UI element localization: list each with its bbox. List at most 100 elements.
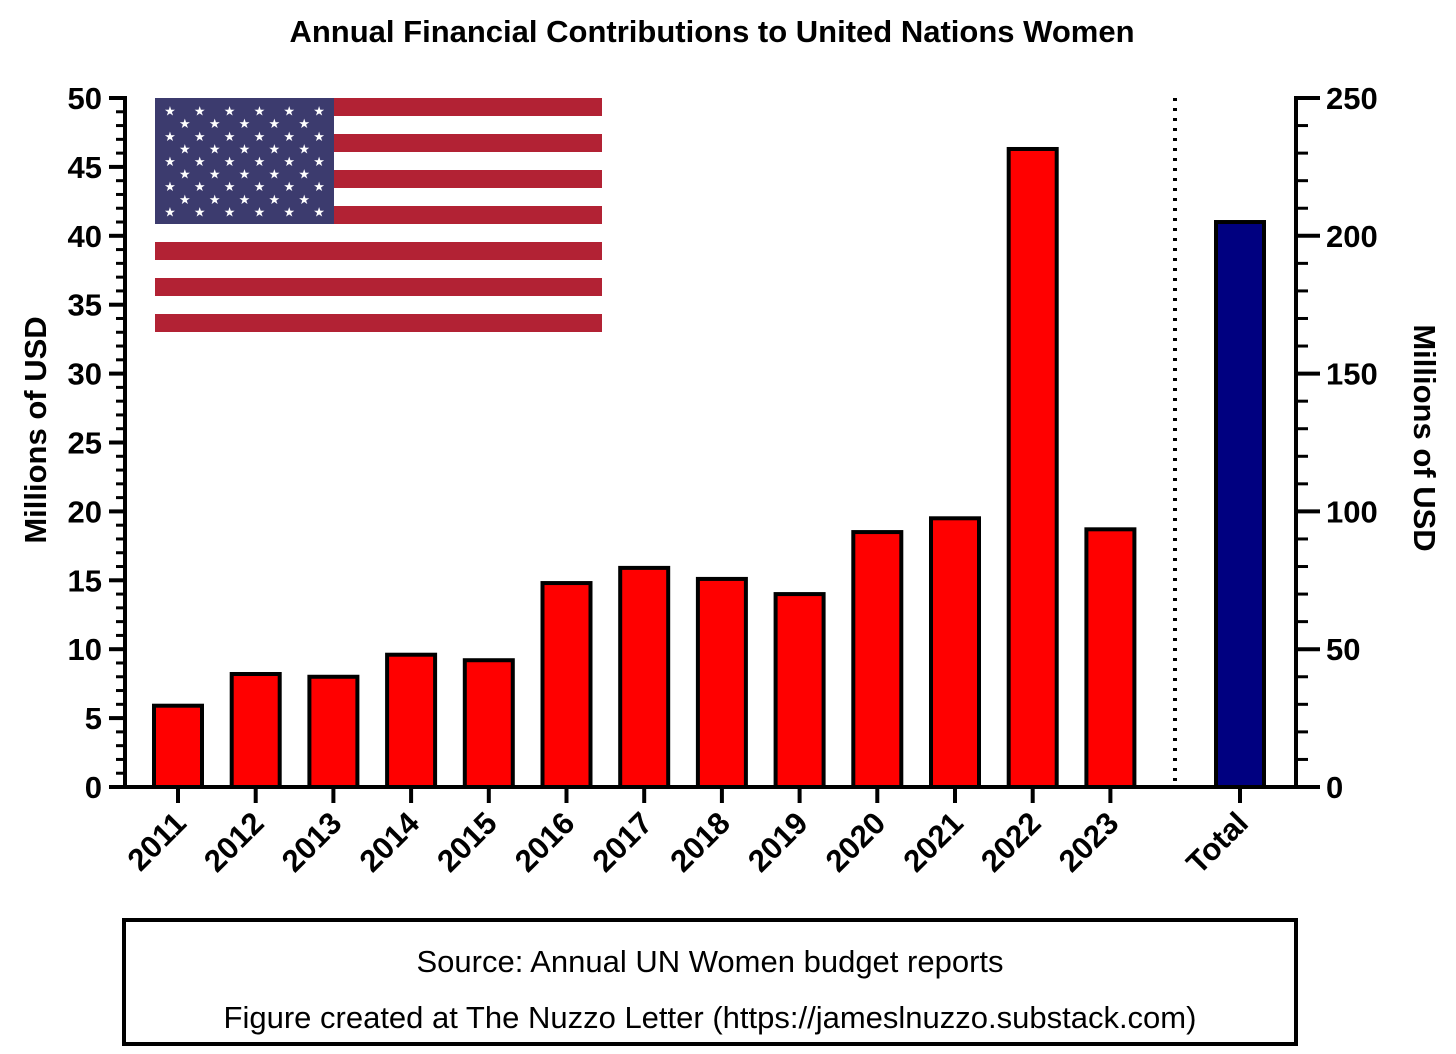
flag-canton	[155, 98, 334, 224]
left-tick-label: 0	[85, 770, 102, 805]
left-tick-label: 30	[68, 357, 102, 392]
x-tick-label: 2016	[508, 805, 582, 879]
x-tick-label: 2023	[1052, 805, 1126, 879]
flag-star-icon: ★	[313, 105, 325, 120]
flag-star-icon: ★	[209, 168, 221, 183]
flag-star-icon: ★	[179, 142, 191, 157]
left-tick-label: 5	[85, 701, 102, 736]
x-tick-label: 2018	[663, 805, 737, 879]
source-text: Source: Annual UN Women budget reports	[416, 944, 1004, 979]
x-tick-label: 2013	[275, 805, 349, 879]
bar-2017	[618, 565, 671, 790]
x-tick-label: 2011	[121, 805, 193, 877]
credit-text: Figure created at The Nuzzo Letter (http…	[223, 1000, 1197, 1035]
bar-2018	[695, 576, 748, 789]
flag-star-icon: ★	[254, 205, 266, 220]
flag-star-icon: ★	[179, 117, 191, 132]
left-tick-label: 35	[68, 288, 102, 323]
flag-star-icon: ★	[239, 117, 251, 132]
flag-star-icon: ★	[239, 142, 251, 157]
flag-star-icon: ★	[194, 180, 206, 195]
bar-2021	[929, 516, 981, 789]
flag-star-icon: ★	[194, 205, 206, 220]
flag-star-icon: ★	[313, 205, 325, 220]
flag-star-icon: ★	[283, 205, 295, 220]
right-axis-label: Millions of USD	[1407, 324, 1442, 551]
left-tick-label: 10	[68, 632, 102, 667]
flag-star-icon: ★	[254, 180, 266, 195]
left-tick-label: 45	[68, 150, 102, 185]
flag-star-icon: ★	[224, 155, 236, 170]
flag-star-icon: ★	[164, 180, 176, 195]
bar-2016	[540, 581, 593, 790]
flag-star-icon: ★	[283, 130, 295, 145]
bar-2012	[229, 672, 282, 790]
bars-layer	[152, 146, 1266, 790]
flag-star-icon: ★	[283, 105, 295, 120]
chart-plot-area: ★ ★ ★ ★ ★ ★★ ★ ★ ★ ★★ ★ ★ ★ ★ ★★ ★ ★ ★ ★★ ★ ★ ★ ★ ★★ ★ ★ ★ ★★ ★ ★ ★ ★ ★★…	[18, 81, 1442, 881]
flag-star-icon: ★	[298, 193, 310, 208]
bar-2014	[385, 652, 438, 789]
flag-stripe	[155, 278, 602, 296]
flag-star-icon: ★	[283, 155, 295, 170]
flag-star-icon: ★	[224, 205, 236, 220]
flag-star-icon: ★	[224, 130, 236, 145]
bar-2023	[1084, 527, 1137, 790]
flag-star-icon: ★	[239, 193, 251, 208]
x-tick-label: 2014	[353, 805, 427, 879]
flag-star-icon: ★	[164, 205, 176, 220]
flag-star-icon: ★	[298, 142, 310, 157]
flag-star-icon: ★	[209, 142, 221, 157]
flag-star-icon: ★	[194, 130, 206, 145]
chart-title: Annual Financial Contributions to United…	[289, 14, 1135, 49]
flag-star-icon: ★	[269, 168, 281, 183]
left-tick-label: 40	[68, 219, 102, 254]
flag-star-icon: ★	[239, 168, 251, 183]
right-tick-label: 50	[1326, 632, 1360, 667]
flag-star-icon: ★	[209, 117, 221, 132]
bar-2019	[773, 592, 826, 790]
x-tick-label: 2015	[430, 805, 504, 879]
bar-2013	[307, 674, 360, 790]
flag-star-icon: ★	[298, 117, 310, 132]
left-tick-label: 25	[68, 426, 102, 461]
x-tick-label: 2019	[741, 805, 815, 879]
source-box: Source: Annual UN Women budget reports F…	[122, 918, 1298, 1046]
right-tick-label: 150	[1326, 357, 1378, 392]
x-tick-label: Total	[1179, 805, 1254, 880]
x-tick-label: 2020	[819, 805, 893, 879]
x-tick-label: 2021	[896, 805, 970, 879]
flag-star-icon: ★	[194, 155, 206, 170]
right-tick-label: 100	[1326, 494, 1378, 529]
right-tick-label: 200	[1326, 219, 1378, 254]
bar-2011	[152, 703, 204, 789]
flag-star-icon: ★	[269, 117, 281, 132]
flag-stripe	[155, 314, 602, 332]
x-tick-label: 2022	[974, 805, 1048, 879]
flag-star-icon: ★	[313, 180, 325, 195]
flag-star-icon: ★	[179, 168, 191, 183]
right-tick-label: 250	[1326, 81, 1378, 116]
flag-star-icon: ★	[254, 155, 266, 170]
flag-star-icon: ★	[209, 193, 221, 208]
flag-star-icon: ★	[298, 168, 310, 183]
us-flag-image: ★ ★ ★ ★ ★ ★★ ★ ★ ★ ★★ ★ ★ ★ ★ ★★ ★ ★ ★ ★★ ★ ★ ★ ★ ★★ ★ ★ ★ ★★ ★ ★ ★ ★ ★★…	[155, 98, 602, 332]
bar-2020	[851, 530, 904, 789]
flag-star-icon: ★	[254, 105, 266, 120]
left-axis-label: Millions of USD	[18, 316, 53, 543]
flag-star-icon: ★	[164, 130, 176, 145]
flag-star-icon: ★	[313, 130, 325, 145]
flag-star-icon: ★	[194, 105, 206, 120]
left-tick-label: 20	[68, 494, 102, 529]
flag-star-icon: ★	[269, 142, 281, 157]
flag-star-icon: ★	[269, 193, 281, 208]
bar-2022	[1006, 146, 1059, 789]
flag-star-icon: ★	[254, 130, 266, 145]
flag-star-icon: ★	[283, 180, 295, 195]
flag-star-icon: ★	[179, 193, 191, 208]
flag-star-icon: ★	[224, 180, 236, 195]
left-tick-label: 50	[68, 81, 102, 116]
flag-star-icon: ★	[164, 155, 176, 170]
bar-total	[1214, 220, 1266, 789]
left-tick-label: 15	[68, 563, 102, 598]
